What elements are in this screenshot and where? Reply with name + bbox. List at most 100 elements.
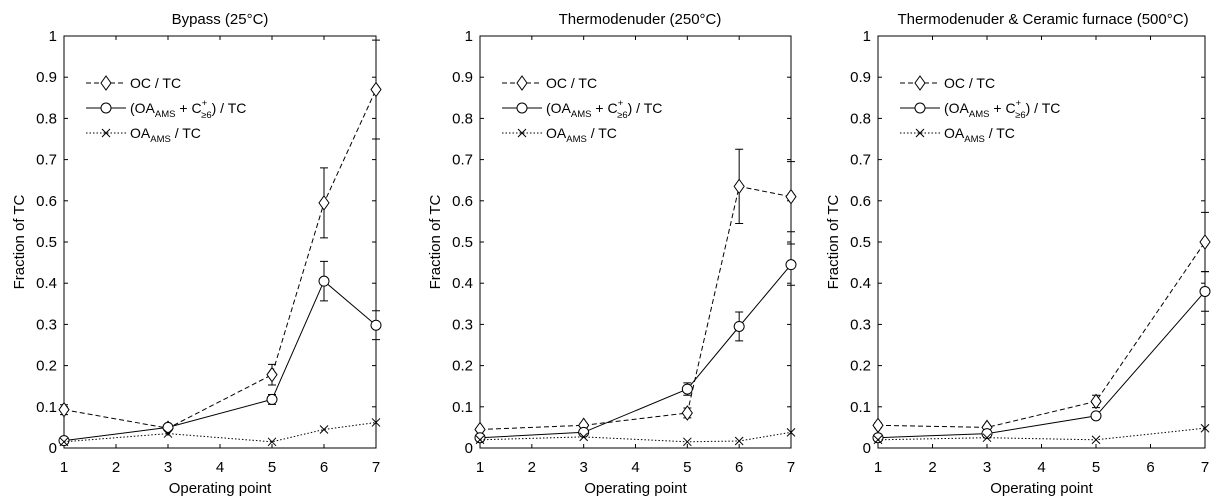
data-point-2-1 xyxy=(681,405,693,421)
series-line-2-3 xyxy=(479,431,792,443)
data-point-2-2 xyxy=(785,259,797,271)
y-tick-label-1: 0.4 xyxy=(36,275,57,292)
x-tick-label-1: 4 xyxy=(216,459,224,476)
x-axis-label-2: Operating point xyxy=(584,480,687,497)
x-tick-label-1: 1 xyxy=(60,459,68,476)
y-tick-label-3: 0.5 xyxy=(850,234,871,251)
chart-title-1: Bypass (25°C) xyxy=(172,11,269,28)
y-tick-label-3: 0.8 xyxy=(850,110,871,127)
x-tick-label-3: 3 xyxy=(983,459,991,476)
legend-text-tc: / TC xyxy=(587,125,617,141)
y-tick-label-3: 0 xyxy=(863,440,871,457)
series-line-2-1 xyxy=(479,185,792,430)
y-tick-label-2: 0 xyxy=(465,440,473,457)
chart-panel-2: Thermodenuder (250°C) 1 2 3 4 5 6 7 0 0.1 0.2 0.3 0.… xyxy=(427,11,797,497)
data-point-1-2 xyxy=(266,393,278,405)
y-tick-label-1: 0.7 xyxy=(36,152,57,169)
legend-label-1-2: (OAAMS + C+ ≥6) / TC xyxy=(130,98,246,121)
y-tick-label-1: 1 xyxy=(49,28,57,45)
y-tick-label-1: 0.3 xyxy=(36,316,57,333)
data-point-2-3 xyxy=(786,427,796,437)
y-tick-label-2: 0.1 xyxy=(452,399,473,416)
legend-text-oa: OA xyxy=(130,125,151,141)
data-point-2-2 xyxy=(578,426,590,438)
data-point-1-1 xyxy=(370,81,382,98)
series-line-3-2 xyxy=(877,291,1206,439)
data-point-1-1 xyxy=(318,194,330,211)
data-point-1-3 xyxy=(163,429,173,438)
legend-superscript-plus: + xyxy=(618,98,624,109)
data-point-3-1 xyxy=(1090,393,1102,410)
y-tick-label-2: 0.9 xyxy=(452,69,473,86)
y-tick-label-1: 0 xyxy=(49,440,57,457)
x-tick-label-2: 3 xyxy=(579,459,587,476)
legend-text-open: (OA xyxy=(944,100,970,116)
x-tick-label-1: 2 xyxy=(112,459,120,476)
legend-superscript-plus: + xyxy=(1016,98,1022,109)
plot-area-2 xyxy=(479,35,792,449)
x-tick-label-2: 7 xyxy=(787,459,795,476)
y-tick-label-1: 0.2 xyxy=(36,358,57,375)
legend-subscript-ams: AMS xyxy=(969,109,990,120)
y-tick-label-1: 0.1 xyxy=(36,399,57,416)
series-line-1-3 xyxy=(63,422,377,443)
data-point-2-3 xyxy=(734,436,744,446)
plot-area-3 xyxy=(877,35,1206,449)
data-point-3-3 xyxy=(1200,423,1210,433)
y-tick-label-3: 0.2 xyxy=(850,358,871,375)
y-tick-label-2: 1 xyxy=(465,28,473,45)
legend-label-1-3: OAAMS / TC xyxy=(130,125,201,145)
legend-text-tc: / TC xyxy=(171,125,201,141)
chart-title-2: Thermodenuder (250°C) xyxy=(559,11,722,28)
legend-superscript-plus: + xyxy=(202,98,208,109)
legend-marker-1-2 xyxy=(100,102,112,114)
legend-subscript-geq6: ≥6 xyxy=(1015,110,1026,121)
x-tick-label-1: 7 xyxy=(372,459,380,476)
legend-text-plus: + C xyxy=(989,100,1015,116)
y-tick-label-3: 0.1 xyxy=(850,399,871,416)
plot-area-1 xyxy=(63,35,377,449)
data-point-1-1 xyxy=(266,366,278,383)
x-tick-label-3: 2 xyxy=(928,459,936,476)
y-tick-label-1: 0.8 xyxy=(36,110,57,127)
legend-text-plus: + C xyxy=(175,100,201,116)
legend-text-open: (OA xyxy=(130,100,156,116)
y-axis-label-3: Fraction of TC xyxy=(825,194,842,289)
y-tick-label-2: 0.3 xyxy=(452,316,473,333)
x-tick-label-1: 6 xyxy=(320,459,328,476)
series-line-1-2 xyxy=(63,280,377,442)
y-tick-label-3: 0.6 xyxy=(850,193,871,210)
legend-marker-1-1 xyxy=(100,75,112,91)
series-line-2-2 xyxy=(479,264,792,439)
legend-marker-2-3 xyxy=(517,128,527,138)
legend-subscript-ams: AMS xyxy=(571,109,592,120)
x-tick-label-1: 5 xyxy=(268,459,276,476)
x-tick-label-3: 5 xyxy=(1092,459,1100,476)
data-point-3-2 xyxy=(1090,410,1102,422)
x-tick-label-3: 7 xyxy=(1201,459,1209,476)
y-tick-label-3: 0.7 xyxy=(850,152,871,169)
data-point-1-3 xyxy=(371,418,381,427)
y-tick-label-1: 0.5 xyxy=(36,234,57,251)
data-point-3-2 xyxy=(872,432,884,444)
legend-text-open: (OA xyxy=(546,100,572,116)
legend-subscript-ams: AMS xyxy=(155,109,176,120)
legend-marker-3-1 xyxy=(914,75,926,91)
y-tick-label-2: 0.7 xyxy=(452,152,473,169)
chart-title-3: Thermodenuder & Ceramic furnace (500°C) xyxy=(897,11,1188,28)
data-point-1-3 xyxy=(59,437,69,447)
legend-label-1-1: OC / TC xyxy=(130,75,181,91)
y-tick-label-2: 0.5 xyxy=(452,234,473,251)
y-tick-label-3: 0.4 xyxy=(850,275,871,292)
x-tick-label-2: 5 xyxy=(683,459,691,476)
legend-text-close: ) / TC xyxy=(1026,100,1061,116)
legend-label-2-3: OAAMS / TC xyxy=(546,125,617,145)
legend-marker-3-3 xyxy=(915,128,925,138)
legend-text-plus: + C xyxy=(591,100,617,116)
legend-text-close: ) / TC xyxy=(628,100,663,116)
legend-subscript-ams: AMS xyxy=(150,134,171,145)
legend-label-3-2: (OAAMS + C+ ≥6) / TC xyxy=(944,98,1060,121)
series-line-3-1 xyxy=(877,241,1206,428)
data-point-2-2 xyxy=(733,320,745,332)
